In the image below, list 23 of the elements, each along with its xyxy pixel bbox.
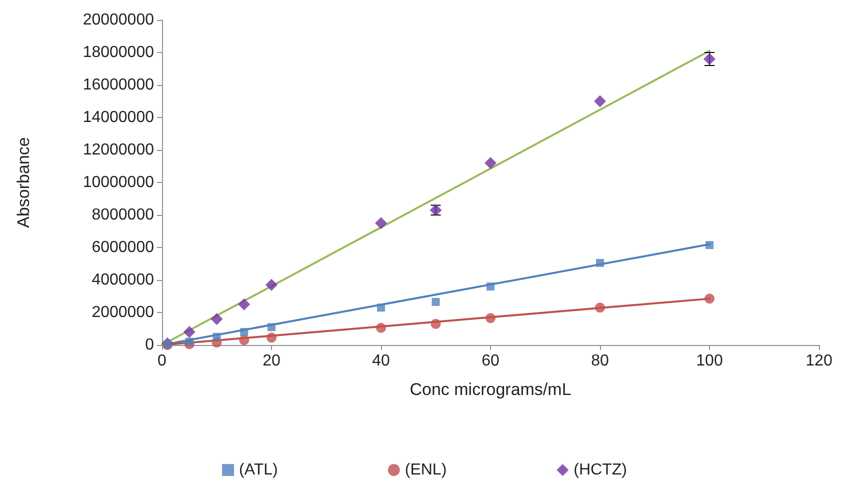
x-tick-label: 80 <box>591 352 609 370</box>
y-tick-label: 16000000 <box>82 76 154 94</box>
x-tick-label: 100 <box>696 352 723 370</box>
x-axis-title: Conc micrograms/mL <box>410 380 572 399</box>
x-tick-label: 120 <box>806 352 832 370</box>
legend-label: (HCTZ) <box>574 462 627 478</box>
y-tick-label: 0 <box>145 336 154 354</box>
x-tick-label: 40 <box>372 352 390 370</box>
y-tick-label: 6000000 <box>92 239 154 256</box>
x-tick-label: 0 <box>158 352 167 370</box>
y-tick-label: 12000000 <box>82 142 154 158</box>
y-tick-label: 20000000 <box>82 12 154 28</box>
y-axis-title: Absorbance <box>14 137 33 228</box>
legend-label: (ATL) <box>239 462 278 478</box>
y-tick-label: 2000000 <box>92 304 154 321</box>
y-tick-label: 18000000 <box>82 44 154 61</box>
y-tick-label: 14000000 <box>82 109 154 126</box>
x-tick-label: 60 <box>482 352 500 370</box>
y-tick-label: 8000000 <box>92 206 154 224</box>
y-tick-label: 4000000 <box>92 272 154 288</box>
x-tick-label: 20 <box>262 352 280 370</box>
y-tick-label: 10000000 <box>82 174 154 191</box>
legend-label: (ENL) <box>404 462 447 478</box>
